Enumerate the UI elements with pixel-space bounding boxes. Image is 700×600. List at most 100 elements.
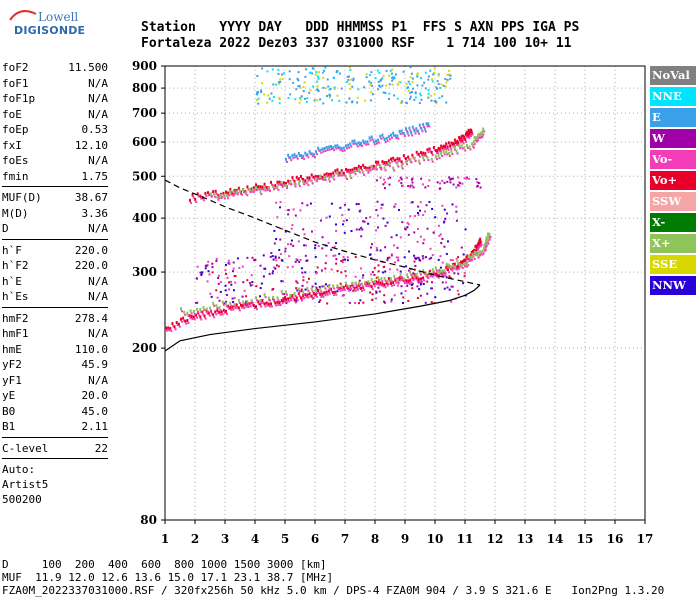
trace-point [226,305,228,308]
trace-point [328,175,331,178]
echo-dot [417,281,420,284]
echo-dot [391,83,394,86]
trace-point [481,130,484,134]
trace-point [205,194,208,197]
trace-point [405,127,407,131]
echo-dot [378,290,381,293]
trace-point [323,284,326,288]
echo-dot [384,270,387,273]
trace-point [458,267,461,270]
echo-dot [409,186,412,189]
trace-point [339,289,342,292]
trace-point [483,245,486,249]
param-name: hmF1 [2,327,29,340]
trace-point [387,161,390,165]
trace-point [461,137,464,140]
trace-point [445,262,448,266]
trace-point [408,282,411,285]
trace-point [364,280,367,284]
echo-dot [261,67,264,70]
trace-point [319,287,322,291]
trace-point [232,190,235,194]
trace-point [380,167,383,170]
trace-point [369,139,372,142]
trace-point [286,160,288,163]
trace-point [350,171,353,174]
echo-dot [298,97,301,100]
trace-point [420,127,423,131]
trace-point [231,305,234,309]
trace-point [219,313,222,316]
echo-dot [448,73,451,76]
trace-point [195,313,197,317]
trace-point [186,311,189,315]
trace-point [267,186,270,190]
echo-dot [386,259,389,262]
trace-point [384,279,387,282]
trace-point [377,138,380,142]
echo-dot [300,290,303,293]
echo-dot [207,270,210,273]
echo-dot [400,182,403,185]
trace-point [336,168,339,172]
echo-dot [409,215,412,218]
trace-point [289,156,292,160]
echo-dot [324,66,327,69]
param-name: h`F2 [2,259,29,272]
trace-point [354,173,357,176]
echo-dot [373,273,376,276]
echo-dot [291,265,294,268]
echo-dot [369,84,372,87]
echo-dot [407,299,410,302]
echo-dot [449,178,452,181]
echo-dot [413,254,416,257]
trace-point [236,306,239,309]
echo-dot [195,277,198,280]
echo-dot [200,272,203,275]
trace-point [367,143,370,146]
trace-point [448,154,451,157]
trace-point [427,151,430,154]
trace-point [308,176,311,180]
trace-point [267,302,270,306]
trace-point [447,148,450,151]
trace-point [259,190,262,194]
trace-point [458,135,461,139]
echo-dot [314,73,317,76]
echo-dot [246,279,249,282]
echo-dot [279,201,282,204]
echo-dot [271,255,274,258]
trace-point [255,305,257,309]
echo-dot [343,258,346,261]
trace-point [301,177,303,180]
trace-point [212,313,215,317]
echo-dot [328,215,331,218]
trace-point [328,292,331,295]
trace-point [405,160,407,164]
trace-point [384,140,387,143]
trace-point [421,130,424,133]
param-name: foF1 [2,76,29,90]
trace-point [421,280,423,283]
trace-point [429,275,432,278]
echo-dot [204,267,207,270]
echo-dot [382,217,385,220]
echo-dot [401,100,404,103]
echo-dot [264,267,267,270]
echo-dot [382,183,385,186]
echo-dot [459,182,462,185]
echo-dot [282,280,285,283]
trace-point [469,253,472,257]
trace-point [383,276,386,280]
trace-point [401,279,404,282]
echo-dot [409,184,412,187]
echo-dot [236,257,239,260]
param-name: M(D) [2,206,29,220]
trace-point [338,146,341,150]
echo-dot [444,281,447,284]
y-tick-label: 400 [132,211,157,225]
param-row: hmF2 278.4 [2,311,108,327]
echo-dot [400,292,403,295]
echo-dot [453,272,456,275]
param-name: foEp [2,123,29,136]
